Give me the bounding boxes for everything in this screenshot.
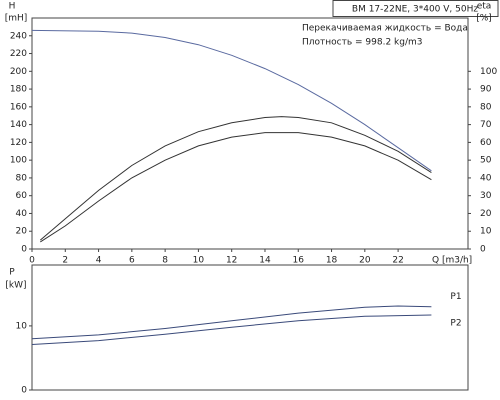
x-tick-label: 8 [162, 256, 168, 266]
y2-tick-label: 60 [480, 138, 492, 148]
y2-axis-label: eta [477, 2, 492, 12]
curve [39, 116, 432, 241]
x-tick-label: 10 [193, 256, 205, 266]
curve [40, 132, 432, 243]
y-axis-unit: [kW] [5, 281, 26, 291]
x-tick-label: 4 [96, 256, 102, 266]
y-tick-label: 0 [21, 386, 27, 396]
y-tick-label: 100 [10, 156, 27, 166]
annotation: Перекачиваемая жидкость = Вода [302, 24, 468, 34]
y2-tick-label: 30 [480, 191, 492, 201]
y-tick-label: 60 [16, 191, 28, 201]
x-tick-label: 20 [359, 256, 371, 266]
x-tick-label: 18 [326, 256, 338, 266]
y-tick-label: 0 [21, 245, 27, 255]
y-tick-label: 160 [10, 102, 27, 112]
y2-tick-label: 40 [480, 173, 492, 183]
x-tick-label: 12 [226, 256, 237, 266]
y-tick-label: 200 [10, 67, 27, 77]
title-box [332, 0, 499, 17]
y-tick-label: 40 [16, 209, 28, 219]
curve [31, 314, 432, 345]
annotation: Плотность = 998.2 kg/m3 [302, 38, 423, 48]
y2-tick-label: 20 [480, 209, 492, 219]
y-tick-label: 20 [16, 227, 28, 237]
x-tick-label: 2 [62, 256, 68, 266]
y2-tick-label: 50 [480, 156, 492, 166]
y-tick-label: 240 [10, 31, 27, 41]
x-tick-label: 22 [392, 256, 403, 266]
y-axis-label: P [9, 268, 15, 278]
plot-frame [31, 264, 469, 391]
x-tick-label: 14 [259, 256, 271, 266]
y2-tick-label: 100 [480, 67, 497, 77]
plot-frame [31, 17, 469, 250]
y-tick-label: 220 [10, 49, 27, 59]
curve [31, 305, 432, 340]
y-tick-label: 140 [10, 120, 27, 130]
curve [31, 29, 432, 172]
x-tick-label: 6 [129, 256, 135, 266]
y-tick-label: 80 [16, 173, 28, 183]
y-tick-label: 10 [16, 321, 28, 331]
y-tick-label: 120 [10, 138, 27, 148]
legend-label: P2 [450, 319, 461, 329]
x-tick-label: 0 [29, 256, 35, 266]
y2-tick-label: 90 [480, 85, 492, 95]
y2-tick-label: 10 [480, 227, 492, 237]
y-tick-label: 180 [10, 85, 27, 95]
y2-tick-label: 80 [480, 102, 492, 112]
legend-label: P1 [450, 292, 461, 302]
y2-axis-unit: [%] [476, 14, 492, 24]
y-axis-unit: [mH] [5, 14, 28, 24]
x-tick-label: 16 [293, 256, 305, 266]
y2-tick-label: 70 [480, 120, 492, 130]
y2-tick-label: 0 [480, 245, 486, 255]
x-axis-label: Q [m3/h] [432, 256, 472, 266]
chart-title: BM 17-22NE, 3*400 V, 50Hz [352, 5, 478, 15]
y-axis-label: H [9, 2, 16, 12]
